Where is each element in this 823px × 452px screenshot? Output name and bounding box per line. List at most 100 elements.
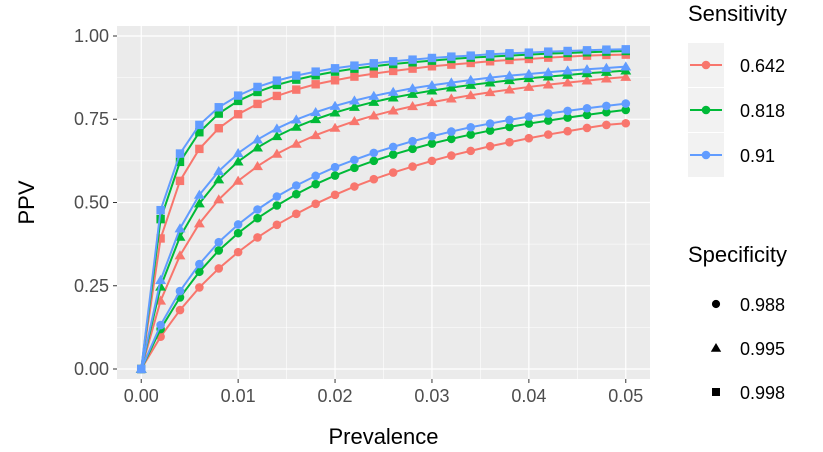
- data-point: [602, 45, 611, 54]
- y-tick-label: 0.00: [74, 359, 109, 379]
- series-sens-0.818-spec-0.995: [135, 65, 632, 373]
- data-point: [542, 79, 554, 89]
- data-point: [350, 163, 359, 173]
- legend-key-point: [701, 60, 711, 70]
- data-point: [505, 115, 514, 125]
- legend-sensitivity: Sensitivity 0.642 0.818 0.91: [688, 1, 787, 177]
- legend-item-specificity-0.995: 0.995: [710, 339, 785, 359]
- data-point: [368, 90, 380, 100]
- data-point: [156, 205, 165, 215]
- data-point: [292, 85, 301, 94]
- legend-key-shape: [710, 343, 722, 352]
- data-point: [620, 71, 632, 81]
- data-point: [600, 62, 612, 72]
- data-point: [465, 90, 477, 100]
- data-point: [272, 220, 282, 230]
- data-point: [156, 234, 165, 243]
- data-point: [233, 91, 243, 100]
- data-point: [253, 205, 262, 214]
- data-point: [175, 157, 185, 167]
- data-point: [253, 213, 262, 223]
- data-point: [348, 101, 360, 111]
- legend-title: Specificity: [688, 242, 787, 267]
- data-point: [156, 320, 165, 330]
- legend-label: 0.91: [740, 146, 775, 166]
- legend-key-shape: [712, 388, 720, 396]
- legend-label: 0.995: [740, 339, 785, 359]
- data-point: [350, 72, 359, 81]
- data-point: [214, 246, 224, 255]
- data-point: [272, 201, 282, 210]
- data-point: [445, 77, 457, 87]
- legend-label: 0.642: [740, 56, 785, 76]
- data-point: [369, 156, 379, 166]
- data-point: [484, 87, 496, 97]
- data-point: [368, 96, 380, 106]
- data-point: [523, 81, 535, 91]
- data-point: [175, 149, 185, 158]
- data-point: [427, 131, 437, 141]
- data-point: [175, 286, 185, 296]
- y-tick-label: 0.75: [74, 109, 109, 129]
- data-point: [447, 127, 456, 136]
- y-axis-title: PPV: [14, 180, 39, 224]
- data-point: [311, 199, 320, 209]
- data-point: [195, 144, 204, 154]
- data-point: [485, 57, 495, 66]
- data-point: [291, 189, 301, 199]
- data-point: [195, 128, 204, 137]
- data-point: [524, 48, 534, 57]
- data-point: [543, 130, 553, 139]
- data-point: [330, 171, 340, 180]
- data-point: [562, 77, 574, 87]
- data-point: [388, 142, 398, 152]
- data-point: [484, 77, 496, 87]
- series-sens-0.818-spec-0.988: [136, 105, 631, 374]
- data-point: [427, 53, 437, 63]
- data-point: [272, 76, 282, 85]
- series-layer: [135, 45, 632, 374]
- legend-key-point: [701, 105, 711, 115]
- data-point: [195, 267, 204, 277]
- data-point: [582, 123, 592, 133]
- data-point: [465, 74, 477, 84]
- data-point: [485, 50, 495, 59]
- data-point: [582, 103, 592, 113]
- data-point: [214, 109, 223, 118]
- data-point: [156, 214, 165, 224]
- data-point: [311, 80, 320, 89]
- data-point: [233, 96, 243, 106]
- data-point: [465, 79, 477, 89]
- data-point: [291, 209, 301, 219]
- data-point: [252, 134, 263, 144]
- data-point: [621, 118, 631, 128]
- data-point: [466, 122, 476, 132]
- x-tick-label: 0.04: [511, 386, 546, 406]
- data-point: [426, 85, 438, 95]
- data-point: [232, 156, 244, 166]
- data-point: [563, 113, 572, 122]
- legend-specificity: Specificity 0.988 0.995 0.998: [688, 242, 787, 403]
- data-point: [408, 162, 417, 171]
- data-point: [290, 114, 302, 124]
- data-point: [484, 72, 496, 82]
- data-point: [524, 119, 534, 128]
- data-point: [369, 148, 379, 158]
- data-point: [195, 259, 204, 269]
- data-point: [310, 107, 322, 117]
- data-point: [271, 131, 283, 141]
- data-point: [505, 55, 514, 65]
- data-point: [524, 133, 534, 143]
- data-point: [233, 220, 243, 229]
- data-point: [620, 61, 632, 71]
- data-point: [291, 181, 301, 190]
- data-point: [193, 218, 205, 228]
- data-point: [542, 67, 554, 77]
- data-point: [387, 92, 399, 102]
- data-point: [485, 126, 495, 135]
- data-point: [330, 162, 340, 172]
- data-point: [621, 99, 631, 108]
- data-point: [369, 59, 379, 68]
- data-point: [485, 119, 495, 128]
- data-point: [233, 110, 243, 119]
